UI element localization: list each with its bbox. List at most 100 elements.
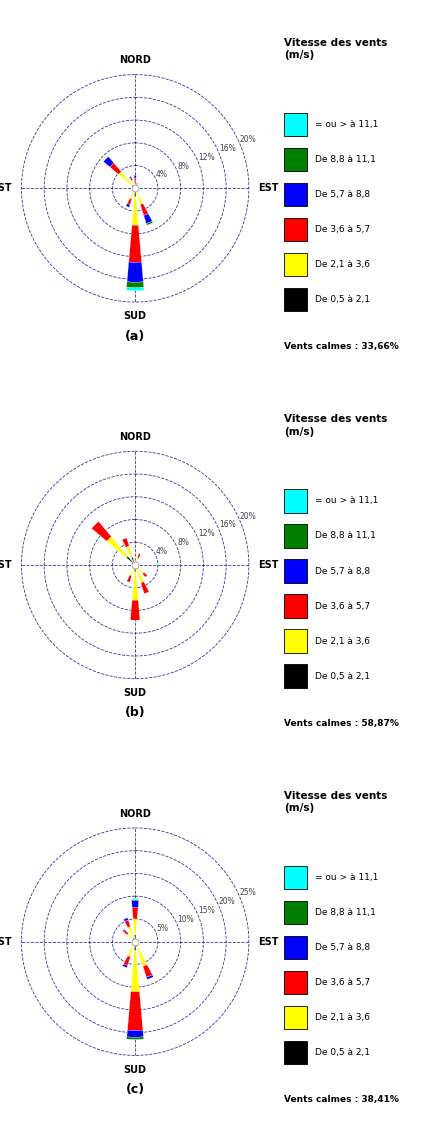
Bar	[284, 629, 307, 653]
Bar	[135, 935, 136, 941]
Bar	[123, 964, 128, 967]
Bar	[133, 941, 135, 946]
Bar	[128, 946, 134, 957]
Bar	[92, 521, 112, 541]
Text: Vents calmes : 58,87%: Vents calmes : 58,87%	[284, 719, 399, 728]
Text: (c): (c)	[126, 1083, 145, 1096]
Text: Vitesse des vents
(m/s): Vitesse des vents (m/s)	[284, 415, 388, 436]
Bar	[136, 184, 137, 185]
Bar	[134, 189, 135, 191]
Bar	[284, 113, 307, 136]
Text: De 3,6 à 5,7: De 3,6 à 5,7	[315, 979, 370, 988]
Bar	[130, 177, 133, 181]
Bar	[110, 163, 121, 174]
Bar	[126, 287, 144, 290]
Bar	[132, 197, 138, 225]
Text: SUD: SUD	[124, 1064, 146, 1075]
Bar	[284, 936, 307, 959]
Bar	[132, 899, 139, 901]
Bar	[135, 189, 136, 191]
Bar	[127, 933, 133, 939]
Text: De 5,7 à 8,8: De 5,7 à 8,8	[315, 566, 370, 575]
Bar	[126, 556, 135, 565]
Bar	[284, 524, 307, 548]
Text: NORD: NORD	[119, 55, 151, 66]
Bar	[284, 971, 307, 994]
Bar	[107, 537, 128, 558]
Bar	[129, 225, 142, 262]
Text: = ou > à 11,1: = ou > à 11,1	[315, 496, 378, 505]
Bar	[134, 941, 136, 950]
Text: = ou > à 11,1: = ou > à 11,1	[315, 873, 378, 883]
Text: OUEST: OUEST	[0, 560, 12, 570]
Bar	[284, 253, 307, 276]
Bar	[284, 1006, 307, 1029]
Bar	[127, 262, 143, 282]
Bar	[135, 941, 138, 947]
Bar	[130, 600, 140, 620]
Bar	[135, 565, 137, 570]
Bar	[130, 567, 134, 576]
Bar	[133, 939, 135, 941]
Bar	[146, 975, 153, 980]
Text: De 3,6 à 5,7: De 3,6 à 5,7	[315, 601, 370, 610]
Bar	[143, 965, 153, 977]
Text: NORD: NORD	[119, 809, 151, 819]
Bar	[133, 566, 134, 567]
Text: (b): (b)	[125, 706, 146, 720]
Bar	[136, 191, 143, 205]
Bar	[136, 183, 138, 184]
Text: De 2,1 à 3,6: De 2,1 à 3,6	[315, 260, 370, 269]
Bar	[137, 947, 147, 966]
Bar	[284, 148, 307, 171]
Bar	[122, 538, 129, 547]
Bar	[129, 176, 132, 179]
Bar	[284, 866, 307, 889]
Text: De 8,8 à 11,1: De 8,8 à 11,1	[315, 531, 376, 540]
Bar	[140, 203, 148, 216]
Bar	[136, 938, 137, 940]
Bar	[134, 565, 135, 566]
Bar	[284, 1041, 307, 1064]
Bar	[103, 157, 114, 167]
Bar	[284, 664, 307, 688]
Text: De 5,7 à 8,8: De 5,7 à 8,8	[315, 190, 370, 199]
Bar	[126, 546, 133, 557]
Text: EST: EST	[258, 183, 279, 193]
Bar	[125, 920, 130, 928]
Text: OUEST: OUEST	[0, 937, 12, 947]
Bar	[132, 185, 135, 189]
Text: De 5,7 à 8,8: De 5,7 à 8,8	[315, 944, 370, 953]
Text: Vents calmes : 38,41%: Vents calmes : 38,41%	[284, 1095, 399, 1104]
Bar	[133, 564, 135, 565]
Bar	[127, 575, 132, 582]
Text: EST: EST	[258, 937, 279, 947]
Bar	[127, 1031, 143, 1037]
Bar	[284, 489, 307, 513]
Bar	[133, 919, 137, 935]
Text: Vitesse des vents
(m/s): Vitesse des vents (m/s)	[284, 37, 388, 60]
Bar	[123, 956, 130, 965]
Bar	[137, 567, 144, 574]
Bar	[135, 565, 137, 567]
Bar	[126, 1037, 144, 1040]
Bar	[130, 191, 134, 199]
Bar	[284, 901, 307, 924]
Bar	[124, 930, 129, 935]
Text: De 8,8 à 11,1: De 8,8 à 11,1	[315, 909, 376, 918]
Bar	[137, 554, 141, 558]
Bar	[146, 221, 153, 225]
Bar	[136, 570, 144, 583]
Bar	[136, 558, 139, 563]
Bar	[127, 199, 132, 205]
Text: De 0,5 à 2,1: De 0,5 à 2,1	[315, 1049, 370, 1058]
Bar	[135, 184, 136, 186]
Bar	[123, 918, 128, 921]
Bar	[143, 572, 147, 577]
Bar	[135, 940, 136, 941]
Text: SUD: SUD	[124, 311, 146, 321]
Bar	[135, 560, 136, 563]
Bar	[126, 203, 130, 207]
Bar	[133, 937, 135, 941]
Text: SUD: SUD	[124, 688, 146, 698]
